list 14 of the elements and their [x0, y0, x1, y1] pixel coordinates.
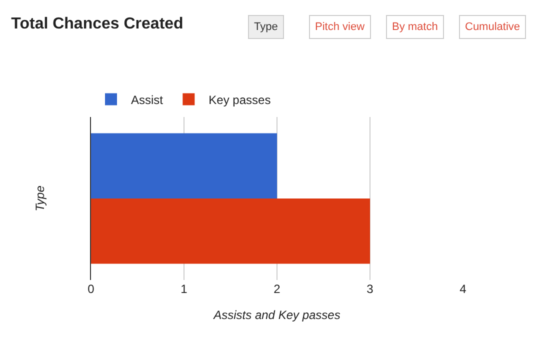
legend-label: Key passes	[208, 92, 271, 107]
x-tick-label: 1	[180, 282, 188, 296]
x-tick-label: 4	[460, 282, 467, 296]
chart-title: Total Chances Created	[11, 15, 184, 32]
x-tick-label: 2	[274, 282, 281, 296]
x-axis-title: Assists and Key passes	[212, 308, 340, 322]
text: Pitch view	[315, 21, 365, 33]
x-tick-label: 0	[88, 282, 95, 296]
text: Type	[254, 21, 278, 33]
legend-label: Assist	[131, 92, 164, 107]
y-axis-title: Type	[32, 185, 47, 212]
x-tick-label: 3	[366, 282, 374, 296]
text: Cumulative	[465, 21, 520, 33]
text: By match	[392, 21, 438, 33]
